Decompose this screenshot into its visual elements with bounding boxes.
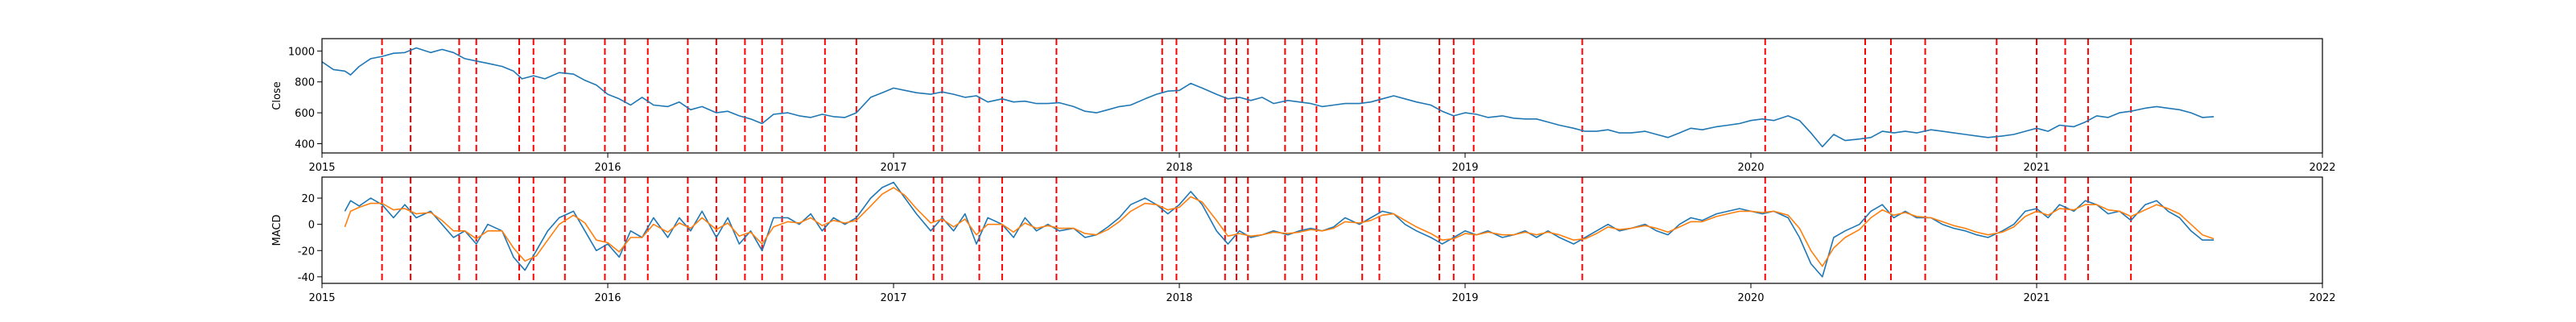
x-tick-label: 2022 bbox=[2309, 292, 2335, 304]
x-tick-label: 2021 bbox=[2023, 292, 2050, 304]
close-price-line bbox=[322, 47, 2215, 148]
x-tick-label: 2019 bbox=[1451, 162, 1478, 174]
y-tick-label: 20 bbox=[301, 193, 315, 205]
x-tick-label: 2016 bbox=[594, 292, 621, 304]
x-tick-label: 2015 bbox=[308, 162, 335, 174]
subplot-macd: 2015 2016 2017 2018 2019 2020 2021 2022 -40 -20 0 2… bbox=[271, 176, 2336, 304]
macd-signal-line bbox=[344, 187, 2215, 267]
axes-frame bbox=[321, 38, 2323, 154]
y-tick-label: 1000 bbox=[288, 46, 315, 58]
y-tick-label: 400 bbox=[295, 138, 315, 151]
x-tick-label: 2018 bbox=[1166, 292, 1192, 304]
y-tick-label: 0 bbox=[308, 220, 315, 232]
x-tick-label: 2020 bbox=[1737, 292, 1764, 304]
x-tick-label: 2017 bbox=[880, 162, 906, 174]
subplot-close: 2015 2016 2017 2018 2019 2020 2021 2022 400 600 80… bbox=[271, 38, 2336, 174]
x-tick-label: 2022 bbox=[2309, 162, 2335, 174]
y-tick-label: 800 bbox=[295, 77, 315, 89]
y-tick-label: -20 bbox=[298, 246, 315, 258]
x-tick-label: 2015 bbox=[308, 292, 335, 304]
x-tick-label: 2019 bbox=[1451, 292, 1478, 304]
y-axis-label: Close bbox=[271, 81, 283, 109]
y-tick-label: -40 bbox=[298, 272, 315, 284]
axes-frame bbox=[321, 176, 2323, 284]
x-tick-label: 2016 bbox=[594, 162, 621, 174]
x-tick-label: 2018 bbox=[1166, 162, 1192, 174]
x-tick-label: 2021 bbox=[2023, 162, 2050, 174]
x-tick-label: 2017 bbox=[880, 292, 906, 304]
x-tick-label: 2020 bbox=[1737, 162, 1764, 174]
y-tick-label: 600 bbox=[295, 108, 315, 120]
y-axis-label: MACD bbox=[271, 215, 283, 246]
